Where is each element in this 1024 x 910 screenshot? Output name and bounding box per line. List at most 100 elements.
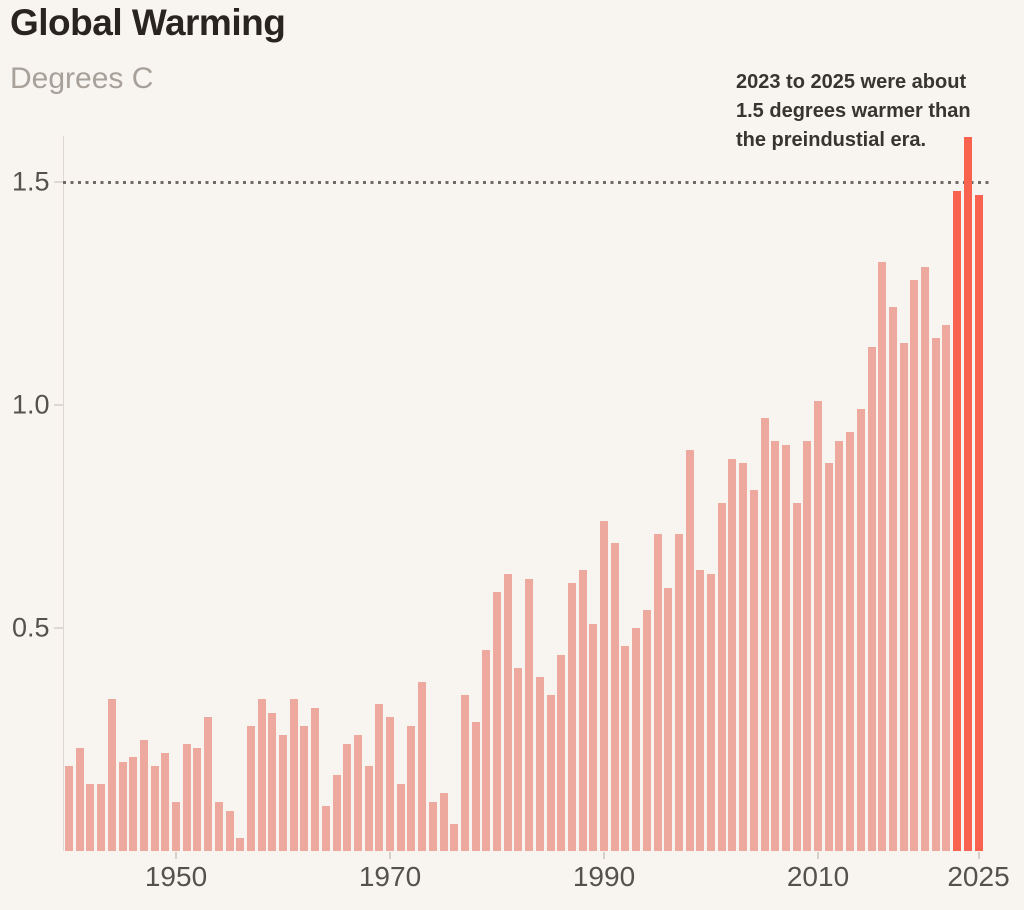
- y-tick-mark-1.5: [54, 181, 63, 183]
- bar-1974: [428, 801, 437, 851]
- bar-1964: [321, 806, 330, 851]
- bar-1982: [514, 668, 523, 851]
- bar-1994: [642, 610, 651, 851]
- bar-1981: [503, 574, 512, 851]
- bar-2021: [931, 338, 940, 851]
- bar-1989: [589, 623, 598, 851]
- bar-1958: [257, 699, 266, 851]
- y-axis-line: [63, 136, 64, 851]
- bar-1968: [364, 766, 373, 851]
- bar-2017: [888, 306, 897, 851]
- bar-1944: [107, 699, 116, 851]
- bar-1947: [139, 739, 148, 851]
- bar-2002: [728, 458, 737, 851]
- bar-1966: [343, 743, 352, 851]
- y-tick-label-1.5: 1.5: [12, 166, 50, 197]
- bar-2006: [771, 440, 780, 851]
- bar-1985: [546, 694, 555, 851]
- annotation-text: 2023 to 2025 were about 1.5 degrees warm…: [736, 68, 971, 155]
- bar-1984: [535, 677, 544, 851]
- bar-1973: [418, 681, 427, 851]
- bar-1948: [150, 766, 159, 851]
- bar-2018: [899, 342, 908, 851]
- y-tick-mark-0.5: [54, 627, 63, 629]
- bar-1970: [386, 717, 394, 851]
- bar-1960: [279, 735, 287, 851]
- bar-1954: [214, 801, 223, 851]
- bar-2023: [953, 190, 962, 851]
- bar-1961: [289, 699, 298, 851]
- bar-1949: [161, 752, 170, 851]
- bar-1987: [567, 583, 576, 851]
- bar-1986: [557, 654, 566, 851]
- annotation-line-3: the preindustial era.: [736, 129, 927, 151]
- page-title: Global Warming: [10, 2, 286, 43]
- bar-1965: [332, 775, 341, 851]
- bar-1956: [236, 837, 245, 851]
- bar-1942: [86, 784, 95, 851]
- bar-1955: [225, 810, 234, 851]
- bar-1957: [246, 726, 255, 851]
- bar-1978: [471, 721, 480, 851]
- bar-1979: [482, 650, 491, 851]
- x-tick-label-1970: 1970: [358, 861, 422, 892]
- bar-2012: [835, 440, 844, 851]
- bar-1953: [204, 717, 213, 851]
- bar-2001: [717, 503, 726, 851]
- bar-1972: [407, 726, 416, 851]
- bar-1971: [396, 784, 405, 851]
- bar-2010: [814, 400, 822, 851]
- bar-1995: [653, 534, 662, 851]
- bar-1967: [353, 735, 362, 851]
- x-tick-mark-1990: [603, 852, 605, 859]
- bar-2005: [760, 418, 769, 851]
- bar-1976: [450, 824, 459, 851]
- bar-2014: [856, 409, 865, 851]
- bar-2013: [846, 431, 855, 851]
- bar-2020: [921, 266, 929, 851]
- annotation-line-2: 1.5 degrees warmer than: [736, 100, 971, 122]
- y-tick-label-1.0: 1.0: [12, 389, 50, 420]
- bar-1950: [172, 801, 180, 851]
- bar-1951: [182, 743, 191, 851]
- x-tick-label-1950: 1950: [144, 861, 208, 892]
- bar-1940: [65, 766, 73, 851]
- bar-1999: [696, 570, 705, 851]
- bar-1969: [375, 703, 384, 851]
- bar-1977: [460, 694, 469, 851]
- bar-2011: [824, 462, 833, 851]
- bar-1991: [610, 543, 619, 851]
- y-tick-label-0.5: 0.5: [12, 612, 50, 643]
- bar-1988: [578, 570, 587, 851]
- bar-1997: [674, 534, 683, 851]
- bar-1952: [193, 748, 202, 851]
- bar-1983: [525, 578, 534, 851]
- bar-1962: [300, 726, 309, 851]
- bar-2008: [792, 503, 801, 851]
- bar-1998: [685, 449, 694, 851]
- bar-1992: [621, 645, 630, 851]
- bar-2016: [878, 262, 887, 851]
- bar-2025: [974, 195, 983, 851]
- annotation-line-1: 2023 to 2025 were about: [736, 71, 967, 93]
- x-tick-label-2025: 2025: [947, 861, 1010, 892]
- bar-2007: [781, 445, 790, 851]
- x-tick-mark-2010: [817, 852, 819, 859]
- bar-2000: [707, 574, 715, 851]
- bar-1959: [268, 712, 277, 851]
- bar-1963: [311, 708, 320, 851]
- x-tick-mark-1950: [175, 852, 177, 859]
- y-tick-mark-1.0: [54, 404, 63, 406]
- bar-1943: [97, 784, 106, 851]
- bar-1993: [632, 628, 641, 851]
- x-tick-mark-2025: [977, 852, 980, 859]
- bar-1975: [439, 793, 448, 851]
- bar-1996: [664, 587, 673, 851]
- x-tick-label-1990: 1990: [572, 861, 636, 892]
- bar-2019: [910, 280, 919, 851]
- bar-1941: [75, 748, 84, 851]
- bar-1980: [493, 592, 501, 851]
- bar-1946: [129, 757, 138, 851]
- bar-2015: [867, 347, 876, 851]
